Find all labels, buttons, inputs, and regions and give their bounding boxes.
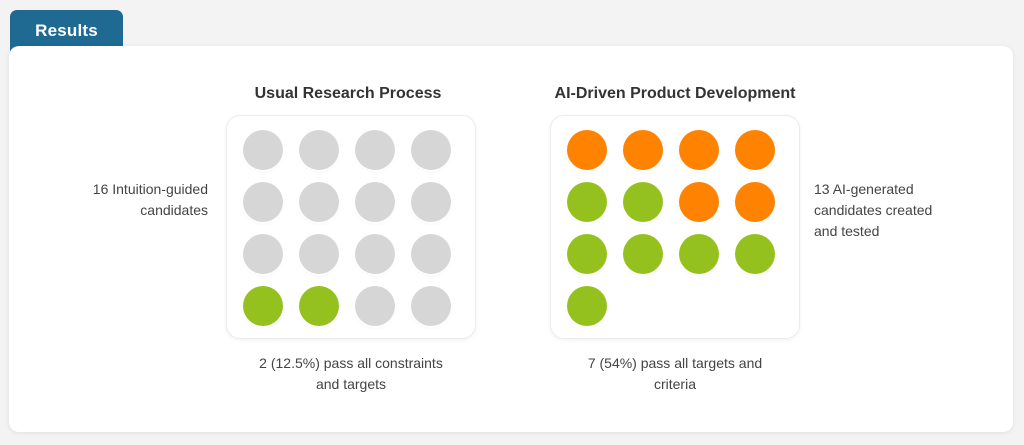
usual-candidate-dot-neutral <box>243 234 283 274</box>
ai-candidate-dot-pass <box>567 234 607 274</box>
usual-candidate-dot-neutral <box>411 182 451 222</box>
usual-candidate-dot-neutral <box>411 234 451 274</box>
usual-candidate-dot-neutral <box>299 234 339 274</box>
results-card <box>9 46 1013 432</box>
usual-candidate-dot-neutral <box>299 182 339 222</box>
usual-candidate-dot-neutral <box>355 130 395 170</box>
ai-candidate-dot-pass <box>567 182 607 222</box>
ai-candidates-label: 13 AI-generated candidates created and t… <box>814 179 974 242</box>
ai-candidate-dot-pass <box>679 234 719 274</box>
ai-pass-caption-line: 7 (54%) pass all targets and <box>587 355 763 371</box>
usual-dots <box>243 130 451 326</box>
usual-pass-caption-line: 2 (12.5%) pass all constraints <box>259 355 443 371</box>
usual-candidates-label-line: 16 Intuition-guided <box>92 181 208 197</box>
usual-candidate-dot-neutral <box>243 182 283 222</box>
ai-candidates-grid <box>550 115 800 339</box>
usual-candidate-dot-pass <box>299 286 339 326</box>
ai-dots <box>567 130 775 326</box>
ai-candidate-dot-pass <box>735 234 775 274</box>
usual-candidate-dot-pass <box>243 286 283 326</box>
ai-candidate-dot-pass <box>567 286 607 326</box>
usual-candidate-dot-neutral <box>299 130 339 170</box>
usual-candidates-label-line: candidates <box>140 202 208 218</box>
usual-candidate-dot-neutral <box>411 286 451 326</box>
ai-candidates-label-line: candidates created <box>814 202 933 218</box>
ai-candidates-label-line: 13 AI-generated <box>814 181 914 197</box>
ai-candidate-dot-ai-generated <box>679 130 719 170</box>
ai-candidate-dot-pass <box>623 234 663 274</box>
ai-pass-caption-line: criteria <box>653 376 696 392</box>
usual-candidate-dot-neutral <box>243 130 283 170</box>
ai-pass-caption: 7 (54%) pass all targets and criteria <box>550 353 800 395</box>
results-tab-label: Results <box>35 21 98 40</box>
ai-candidate-dot-ai-generated <box>567 130 607 170</box>
usual-candidate-dot-neutral <box>411 130 451 170</box>
usual-candidates-label: 16 Intuition-guided candidates <box>60 179 208 221</box>
usual-candidate-dot-neutral <box>355 286 395 326</box>
ai-candidate-dot-ai-generated <box>623 130 663 170</box>
usual-candidate-dot-neutral <box>355 182 395 222</box>
ai-candidate-dot-pass <box>623 182 663 222</box>
ai-process-heading: AI-Driven Product Development <box>554 85 796 102</box>
usual-pass-caption: 2 (12.5%) pass all constraints and targe… <box>226 353 476 395</box>
ai-candidate-dot-ai-generated <box>735 182 775 222</box>
usual-pass-caption-line: and targets <box>315 376 387 392</box>
ai-candidates-label-line: and tested <box>814 223 880 239</box>
usual-process-heading: Usual Research Process <box>254 85 442 102</box>
ai-candidate-dot-ai-generated <box>735 130 775 170</box>
ai-candidate-dot-ai-generated <box>679 182 719 222</box>
usual-candidates-grid <box>226 115 476 339</box>
results-tab[interactable]: Results <box>10 10 123 52</box>
usual-candidate-dot-neutral <box>355 234 395 274</box>
